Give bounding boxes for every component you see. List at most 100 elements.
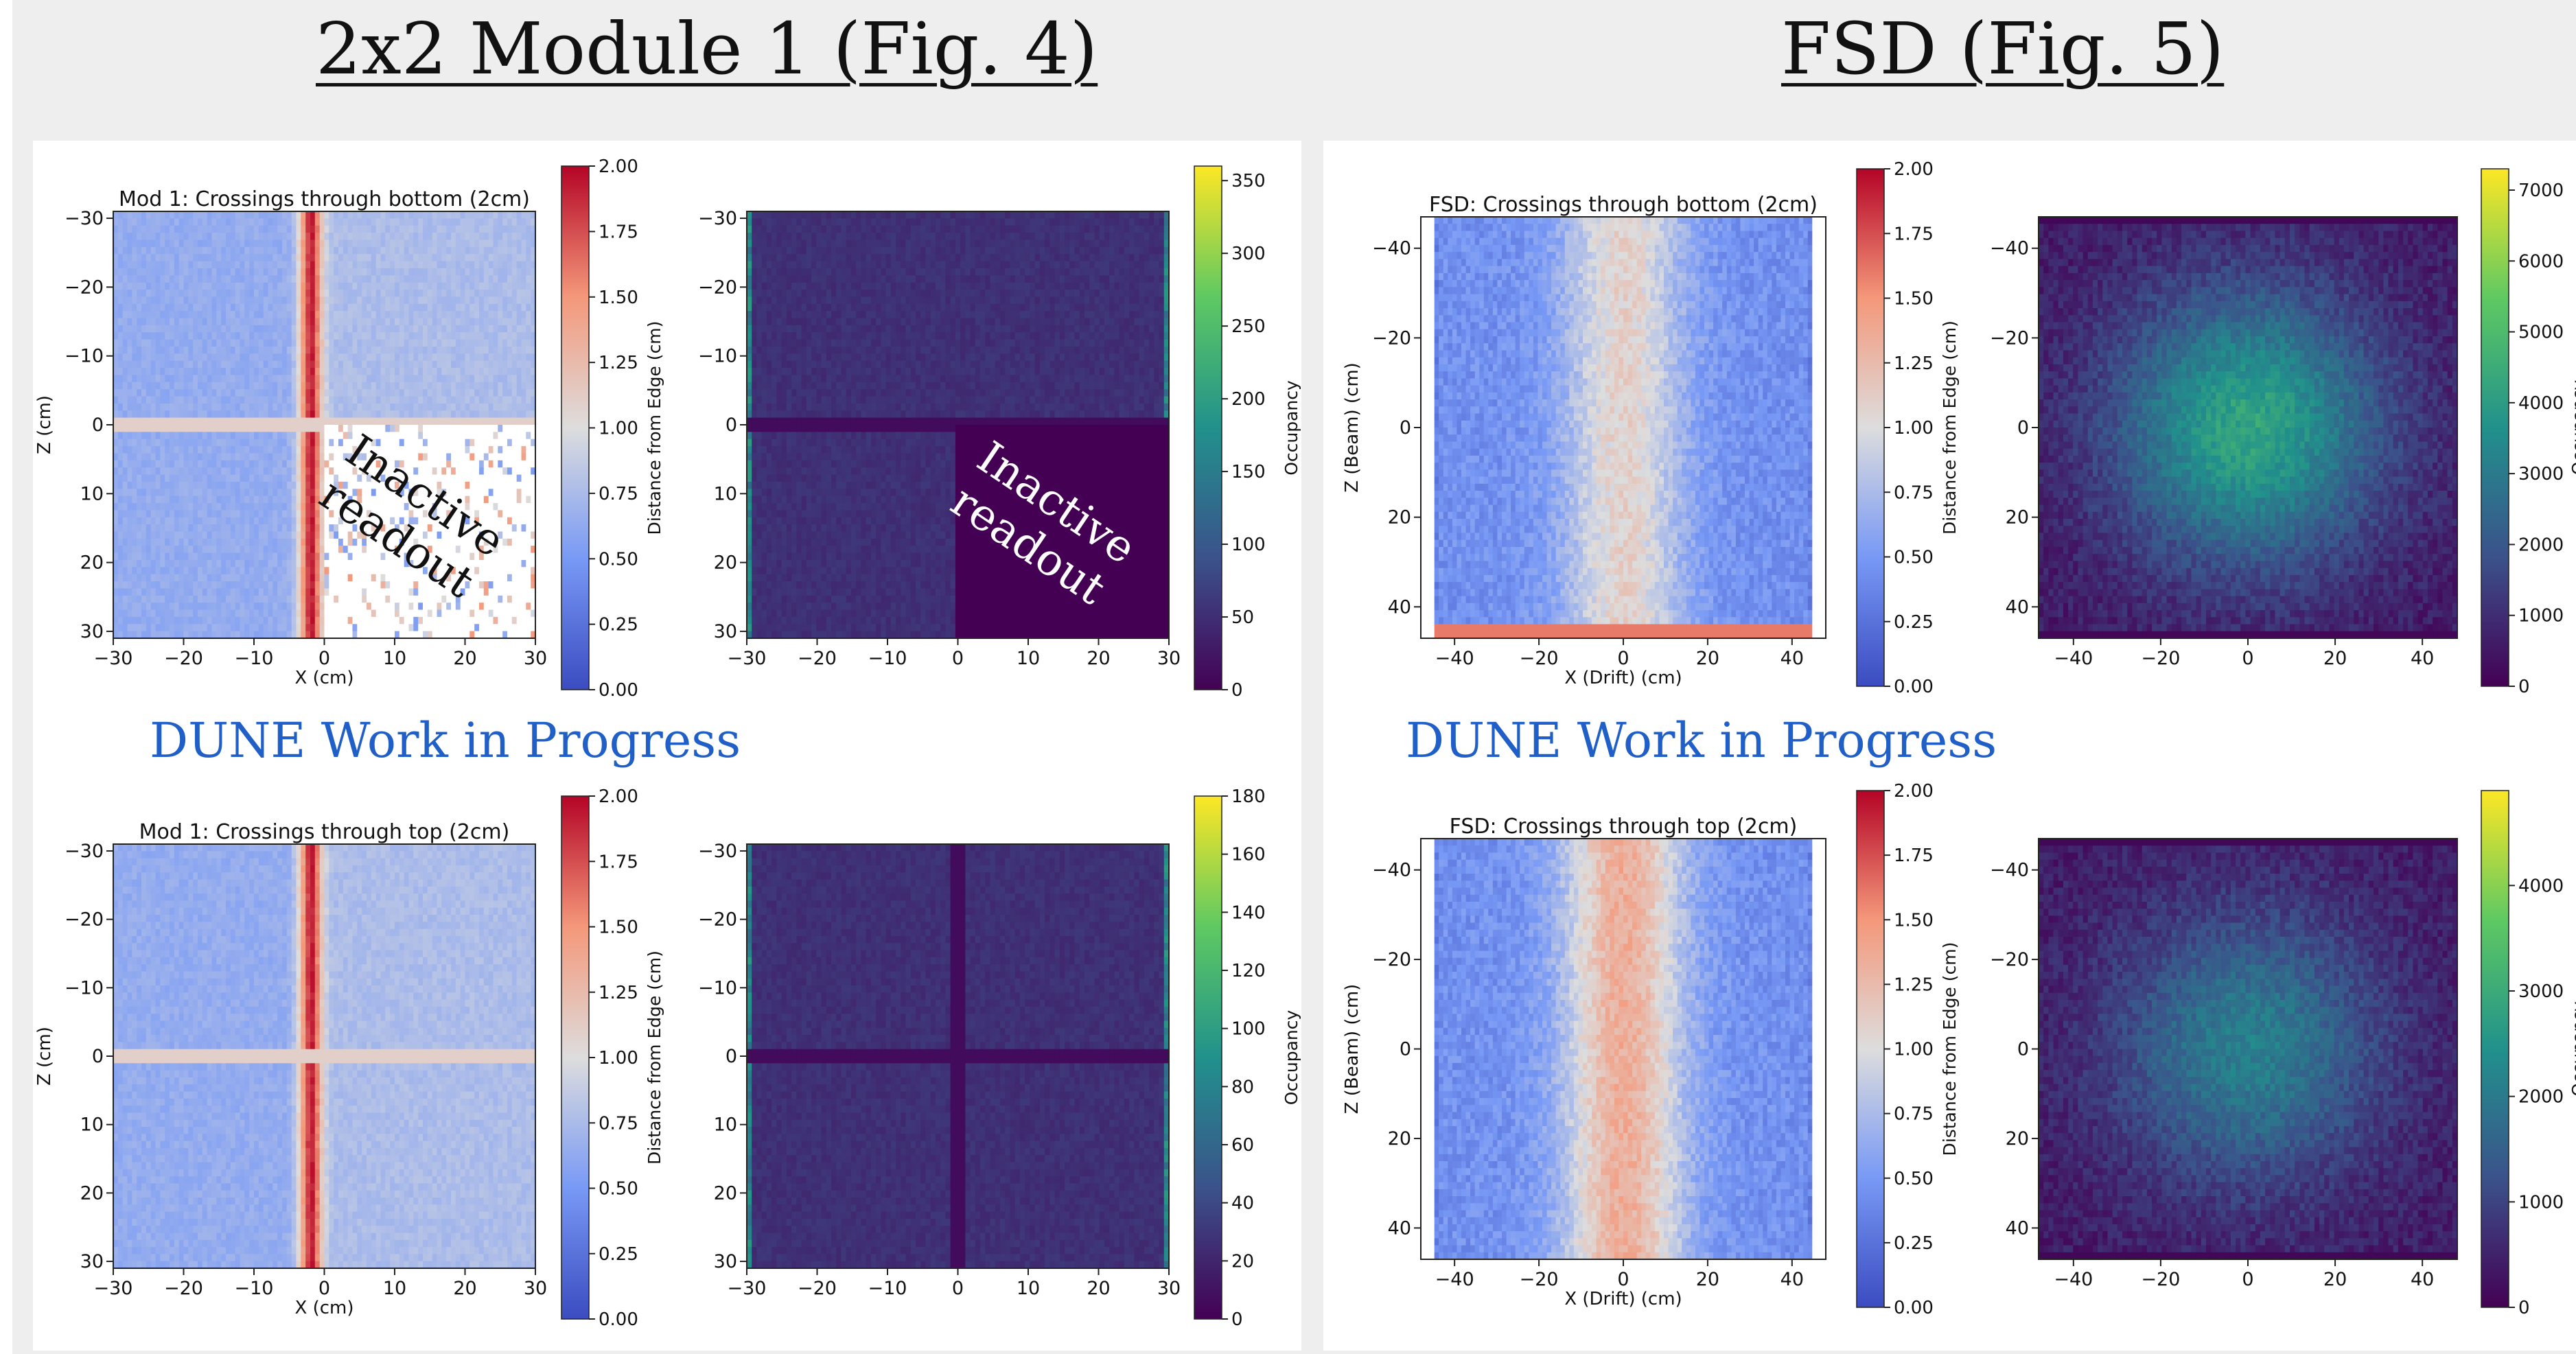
- colorbar-tick-label: 0.75: [599, 484, 638, 504]
- y-tick-label: 20: [2006, 1128, 2029, 1149]
- x-tick-label: 30: [524, 648, 547, 669]
- colorbar-tick-label: 1.75: [1894, 845, 1934, 866]
- x-tick-label: −10: [868, 1278, 907, 1299]
- y-tick-label: −20: [698, 277, 737, 298]
- colorbar-tick-label: 1.00: [1894, 418, 1934, 439]
- y-tick-label: 20: [1388, 507, 1411, 528]
- colorbar-tick-label: 6000: [2518, 251, 2564, 272]
- chart-mod1_top_occupancy: −30 −20 −10 0 10 20 30−30−20−10010203002040608…: [698, 786, 1301, 1330]
- y-tick-label: 30: [80, 621, 104, 642]
- y-tick-label: 0: [1400, 1039, 1411, 1060]
- colorbar-label: Occupancy: [1281, 1010, 1301, 1106]
- x-tick-label: −20: [164, 1278, 203, 1299]
- x-axis-label: X (Drift) (cm): [1564, 1289, 1682, 1309]
- y-tick-label: −40: [1372, 860, 1411, 881]
- x-tick-label: −30: [94, 1278, 133, 1299]
- x-tick-label: 0: [2242, 1269, 2253, 1290]
- colorbar-tick-label: 0.75: [1894, 482, 1934, 503]
- colorbar-tick-label: 0.25: [1894, 1233, 1934, 1254]
- x-tick-label: 20: [2323, 1269, 2347, 1290]
- colorbar-tick-label: 0.25: [599, 615, 638, 635]
- y-tick-label: 30: [714, 1251, 737, 1272]
- colorbar-tick-label: 160: [1231, 845, 1266, 865]
- colorbar-tick-label: 0: [2518, 677, 2530, 697]
- x-axis-label: X (Drift) (cm): [1564, 668, 1682, 688]
- y-tick-label: 10: [80, 1114, 104, 1136]
- colorbar-tick-label: 0.00: [599, 680, 638, 701]
- y-tick-label: −10: [698, 346, 737, 367]
- colorbar: [561, 796, 589, 1319]
- colorbar: [1857, 791, 1884, 1307]
- y-tick-label: 0: [726, 415, 737, 436]
- heatmap-cells: [2039, 217, 2458, 639]
- colorbar-tick-label: 0.00: [599, 1309, 638, 1330]
- colorbar-tick-label: 300: [1231, 244, 1266, 264]
- y-tick-label: −30: [65, 208, 104, 229]
- y-tick-label: −10: [65, 977, 104, 999]
- x-tick-label: −30: [94, 648, 133, 669]
- colorbar-label: Occupancy: [2568, 1001, 2576, 1097]
- x-axis-label: X (cm): [295, 1298, 354, 1318]
- colorbar-tick-label: 1.25: [599, 983, 638, 1003]
- y-tick-label: −40: [1990, 238, 2029, 259]
- y-tick-label: −30: [65, 841, 104, 862]
- x-tick-label: −20: [1520, 1269, 1559, 1290]
- colorbar-tick-label: 1.50: [1894, 910, 1934, 931]
- y-tick-label: −20: [1372, 327, 1411, 349]
- colorbar-tick-label: 1.75: [1894, 224, 1934, 244]
- colorbar-tick-label: 120: [1231, 961, 1266, 981]
- heatmap-cells: [1421, 839, 1826, 1260]
- x-tick-label: −10: [868, 648, 907, 669]
- y-tick-label: −20: [698, 909, 737, 931]
- colorbar-label: Distance from Edge (cm): [1940, 942, 1960, 1156]
- colorbar-tick-label: 250: [1231, 316, 1266, 337]
- colorbar-tick-label: 1.00: [599, 1048, 638, 1069]
- colorbar-tick-label: 1.25: [1894, 974, 1934, 995]
- colorbar-tick-label: 1.25: [599, 353, 638, 373]
- x-tick-label: 20: [1087, 648, 1110, 669]
- x-tick-label: −40: [2054, 1269, 2093, 1290]
- x-tick-label: −30: [728, 648, 767, 669]
- x-tick-label: 20: [453, 1278, 476, 1299]
- x-tick-label: 20: [453, 648, 476, 669]
- x-tick-label: −40: [2054, 648, 2093, 669]
- heatmap-cells: [1421, 217, 1826, 639]
- x-tick-label: −40: [1435, 1269, 1474, 1290]
- chart-title: Mod 1: Crossings through top (2cm): [139, 820, 510, 844]
- x-tick-label: 10: [383, 648, 406, 669]
- colorbar-tick-label: 3000: [2518, 464, 2564, 485]
- chart-fsd_top_occupancy: −40 −20 0 20 40−40−200204001000200030004000O…: [1990, 791, 2576, 1318]
- colorbar-tick-label: 0.50: [1894, 1169, 1934, 1189]
- chart-title: Mod 1: Crossings through bottom (2cm): [119, 187, 530, 211]
- colorbar-tick-label: 2.00: [599, 156, 638, 177]
- y-tick-label: −20: [1372, 949, 1411, 970]
- colorbar-tick-label: 1.00: [599, 419, 638, 439]
- y-tick-label: 10: [80, 483, 104, 504]
- colorbar-tick-label: 0.75: [599, 1113, 638, 1134]
- y-tick-label: −40: [1990, 860, 2029, 881]
- colorbar-tick-label: 1000: [2518, 1192, 2564, 1213]
- colorbar-tick-label: 0: [1231, 680, 1243, 701]
- colorbar-tick-label: 2000: [2518, 1087, 2564, 1108]
- colorbar-tick-label: 4000: [2518, 393, 2564, 414]
- x-tick-label: −20: [2141, 1269, 2180, 1290]
- x-tick-label: 40: [2411, 648, 2434, 669]
- colorbar-tick-label: 0.25: [1894, 612, 1934, 633]
- colorbar-tick-label: 2.00: [599, 786, 638, 807]
- colorbar-tick-label: 1.50: [599, 918, 638, 938]
- chart-title: FSD: Crossings through bottom (2cm): [1429, 193, 1818, 217]
- y-tick-label: 0: [92, 415, 104, 436]
- colorbar-tick-label: 5000: [2518, 323, 2564, 343]
- y-tick-label: −10: [698, 977, 737, 999]
- x-tick-label: 0: [2242, 648, 2253, 669]
- y-tick-label: −20: [65, 277, 104, 298]
- x-tick-label: 40: [2411, 1269, 2434, 1290]
- colorbar-label: Occupancy: [2568, 380, 2576, 476]
- y-tick-label: 40: [2006, 1217, 2029, 1239]
- colorbar-tick-label: 40: [1231, 1193, 1254, 1214]
- y-tick-label: 0: [2017, 1039, 2029, 1060]
